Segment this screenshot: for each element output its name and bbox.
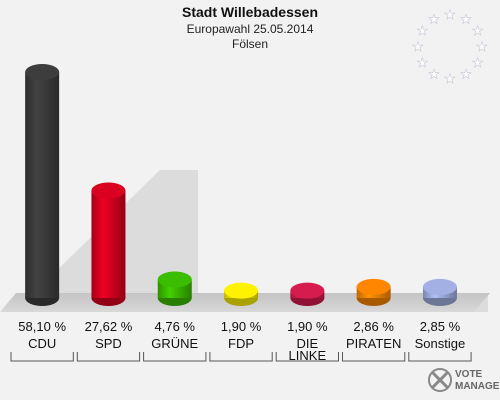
bars [25, 64, 457, 306]
category-label: GRÜNE [151, 336, 198, 351]
eu-star-icon: ★ [428, 67, 440, 82]
logo-line2: MANAGER [455, 381, 500, 392]
eu-star-icon: ★ [476, 39, 488, 54]
chart-location: Fölsen [232, 37, 268, 51]
eu-star-icon: ★ [416, 55, 428, 70]
eu-star-icon: ★ [428, 11, 440, 26]
logo-line1: VOTE [455, 369, 483, 380]
bar [25, 64, 60, 306]
bar-labels: 58,10 % CDU 27,62 % SPD 4,76 % GRÜNE 1,90 % FDP… [18, 319, 465, 363]
bar [356, 278, 391, 306]
category-label: Sonstige [415, 336, 466, 351]
category-label: DIE LINKE [289, 336, 327, 363]
value-label: 58,10 % [18, 319, 66, 334]
value-label: 2,86 % [353, 319, 394, 334]
category-label: FDP [228, 336, 254, 351]
bar [422, 278, 457, 306]
eu-stars-icon: ★ ★★★★★★★★★★★ [412, 7, 488, 87]
bar [157, 271, 192, 306]
eu-star-icon: ★ [444, 71, 456, 86]
eu-star-icon: ★ [472, 23, 484, 38]
vote-manager-logo-icon [428, 368, 452, 392]
eu-star-icon: ★ [416, 23, 428, 38]
value-label: 4,76 % [155, 319, 196, 334]
value-label: 1,90 % [287, 319, 328, 334]
eu-star-icon: ★ [472, 55, 484, 70]
eu-star-icon: ★ [460, 11, 472, 26]
chart-subtitle: Europawahl 25.05.2014 [187, 22, 314, 36]
category-label: PIRATEN [346, 336, 401, 351]
bar [224, 282, 259, 306]
category-label: SPD [95, 336, 122, 351]
chart-title: Stadt Willebadessen [182, 4, 318, 20]
category-label: CDU [28, 336, 56, 351]
eu-star-icon: ★ [444, 7, 456, 22]
bar [290, 282, 325, 306]
vote-manager-logo: VOTE MANAGER [428, 368, 500, 392]
eu-star-icon: ★ [412, 39, 424, 54]
value-label: 1,90 % [221, 319, 262, 334]
value-label: 27,62 % [85, 319, 133, 334]
eu-star-icon: ★ [460, 67, 472, 82]
chart-back-wall [14, 170, 488, 312]
bar [91, 182, 126, 306]
value-label: 2,85 % [420, 319, 461, 334]
category-axis [10, 352, 472, 362]
